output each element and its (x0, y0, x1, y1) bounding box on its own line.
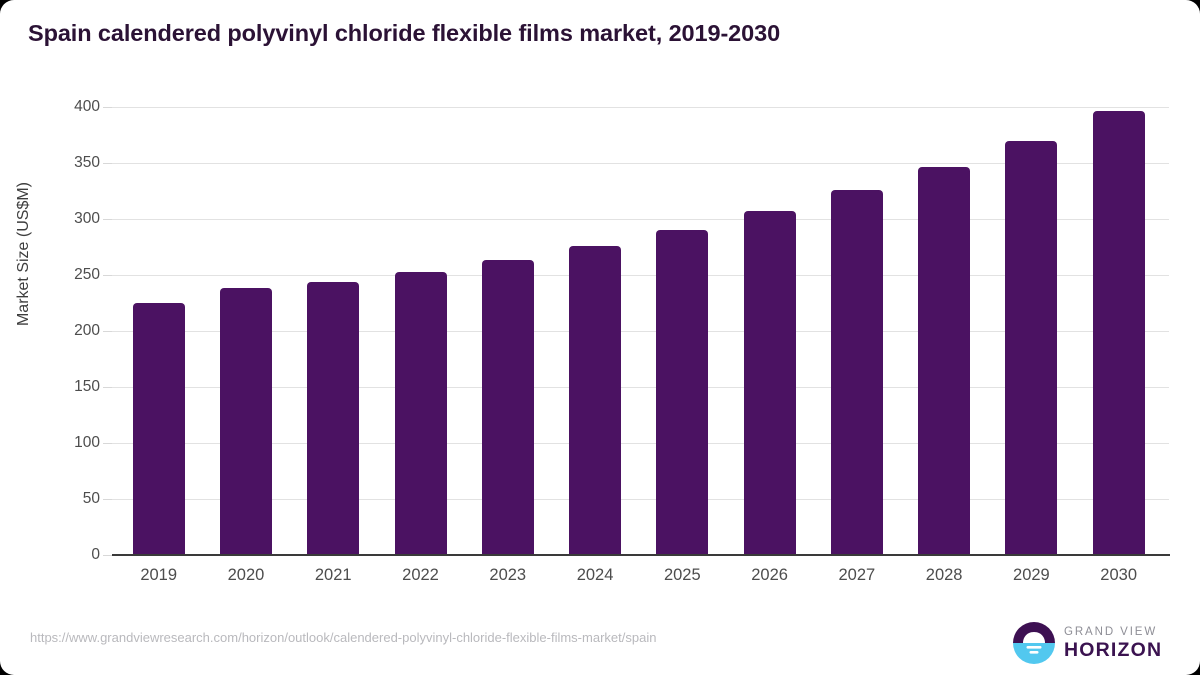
bar[interactable] (656, 229, 709, 555)
bar[interactable] (1005, 141, 1058, 555)
gridline (112, 219, 1169, 220)
bar[interactable] (830, 190, 883, 555)
x-axis-tick-label: 2025 (663, 566, 701, 584)
x-axis-tick-label: 2021 (314, 566, 352, 584)
x-axis-tick-label: 2027 (838, 566, 876, 584)
x-axis-tick-label: 2022 (402, 566, 439, 584)
x-axis-tick-label: 2024 (576, 566, 614, 584)
y-axis-tick-label: 100 (74, 434, 100, 451)
logo-line-grand-view: GRAND VIEW (1064, 626, 1158, 638)
y-axis-tick-label: 250 (74, 266, 100, 283)
bar[interactable] (132, 303, 185, 555)
y-axis-tick-label: 200 (74, 322, 100, 339)
x-axis-tick-label: 2019 (140, 566, 178, 584)
gridline (112, 387, 1169, 388)
bar[interactable] (394, 271, 447, 555)
source-url[interactable]: https://www.grandviewresearch.com/horizo… (30, 630, 657, 645)
x-axis-tick-label: 2023 (489, 566, 527, 584)
y-axis-tick-label: 300 (74, 210, 100, 227)
gridline (112, 331, 1169, 332)
bar[interactable] (219, 287, 272, 555)
y-axis-tick-mark (103, 387, 112, 388)
y-axis-tick-mark (103, 555, 112, 556)
y-axis-tick-mark (103, 107, 112, 108)
y-axis-tick-mark (103, 331, 112, 332)
bar[interactable] (743, 210, 796, 555)
y-axis-tick-label: 0 (91, 546, 100, 563)
page-title: Spain calendered polyvinyl chloride flex… (28, 20, 781, 46)
gridline (112, 443, 1169, 444)
y-axis-tick-mark (103, 443, 112, 444)
y-axis-tick-mark (103, 499, 112, 500)
gridline (112, 163, 1169, 164)
gridline (112, 107, 1169, 108)
horizon-circle-icon (1013, 622, 1055, 664)
y-axis-tick-mark (103, 163, 112, 164)
x-axis-tick-label: 2030 (1100, 566, 1138, 584)
y-axis-title: Market Size (US$M) (15, 181, 32, 327)
logo-line-horizon: HORIZON (1064, 639, 1163, 661)
bar[interactable] (569, 245, 622, 555)
bar[interactable] (1092, 111, 1145, 555)
gridline (112, 275, 1169, 276)
y-axis-tick-label: 400 (74, 98, 100, 115)
y-axis-tick-mark (103, 275, 112, 276)
x-axis-tick-label: 2020 (227, 566, 265, 584)
y-axis-tick-label: 150 (74, 378, 100, 395)
y-axis-tick-labels: 0 50 100 150 200 250 300 350 400 (0, 0, 100, 675)
y-axis-tick-mark (103, 219, 112, 220)
y-axis-tick-label: 50 (82, 490, 100, 507)
grand-view-horizon-logo: GRAND VIEW HORIZON (1012, 618, 1172, 668)
plot-area (112, 107, 1169, 555)
gridline (112, 499, 1169, 500)
x-axis-tick-label: 2029 (1013, 566, 1050, 584)
x-axis-tick-label: 2028 (925, 566, 963, 584)
logo-wordmark: GRAND VIEW HORIZON (1064, 625, 1162, 661)
bar[interactable] (307, 281, 360, 555)
bar[interactable] (481, 260, 534, 555)
x-axis-line (112, 554, 1170, 556)
x-axis-tick-label: 2026 (751, 566, 788, 584)
bar[interactable] (918, 166, 971, 555)
y-axis-tick-label: 350 (74, 154, 100, 171)
